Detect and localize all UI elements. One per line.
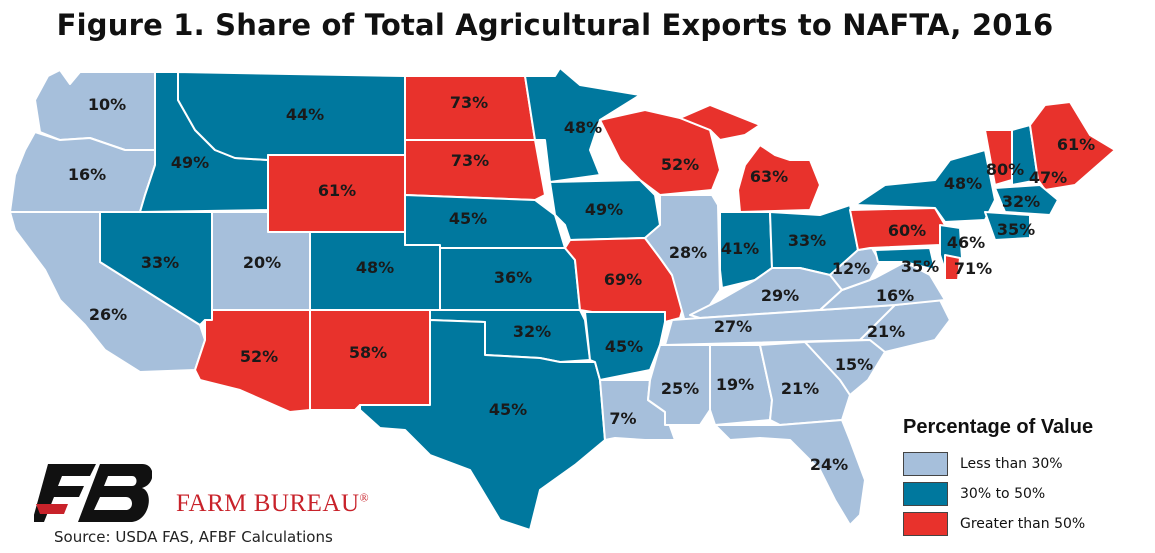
state-value-al: 19% [716,375,754,394]
state-value-ar: 45% [605,337,643,356]
legend-swatch-high [903,512,948,536]
state-value-il: 28% [669,243,707,262]
state-value-nd: 73% [450,93,488,112]
state-michigan-upper[interactable] [679,104,761,141]
state-value-wi: 52% [661,155,699,174]
state-value-nv: 33% [141,253,179,272]
state-value-de: 71% [954,259,992,278]
brand-text: FARM BUREAU [176,490,360,517]
state-value-ia: 49% [585,200,623,219]
state-value-ks: 36% [494,268,532,287]
state-wisconsin[interactable] [599,109,721,196]
legend-label-mid: 30% to 50% [960,486,1046,502]
legend-item-high: Greater than 50% [903,509,1143,539]
legend-item-mid: 30% to 50% [903,479,1143,509]
state-value-sc: 15% [835,355,873,374]
state-value-mn: 48% [564,118,602,137]
brand-name: FARM BUREAU® [176,490,369,518]
state-value-co: 48% [356,258,394,277]
state-value-ca: 26% [89,305,127,324]
state-value-nh: 47% [1029,168,1067,187]
legend-swatch-low [903,452,948,476]
state-south-dakota[interactable] [404,139,546,201]
legend-swatch-mid [903,482,948,506]
legend-label-high: Greater than 50% [960,516,1086,532]
state-value-mi: 63% [750,167,788,186]
state-maryland[interactable] [874,247,936,271]
state-massachusetts[interactable] [994,184,1059,216]
state-value-pa: 60% [888,221,926,240]
state-florida[interactable] [714,419,866,526]
state-value-wv: 12% [832,259,870,278]
state-connecticut[interactable] [984,211,1031,241]
legend-title: Percentage of Value [903,416,1094,438]
state-value-nm: 58% [349,343,387,362]
state-value-wa: 10% [88,95,126,114]
state-value-va: 16% [876,286,914,305]
state-maine[interactable] [1029,101,1116,191]
legend-item-low: Less than 30% [903,449,1143,479]
state-delaware[interactable] [944,254,961,281]
state-value-ok: 32% [513,322,551,341]
state-value-fl: 24% [810,455,848,474]
state-value-wy: 61% [318,181,356,200]
state-value-me: 61% [1057,135,1095,154]
state-value-ky: 29% [761,286,799,305]
legend-label-low: Less than 30% [960,456,1063,472]
state-value-in: 41% [721,239,759,258]
state-value-az: 52% [240,347,278,366]
state-value-mt: 44% [286,105,324,124]
state-value-ne: 45% [449,209,487,228]
source-note: Source: USDA FAS, AFBF Calculations [54,528,333,546]
state-value-ut: 20% [243,253,281,272]
state-value-la: 7% [609,409,636,428]
state-value-ma: 32% [1002,192,1040,211]
farm-bureau-logo [34,464,152,522]
state-minnesota[interactable] [524,67,641,183]
state-texas[interactable] [359,319,606,531]
state-value-oh: 33% [788,231,826,250]
registered-mark: ® [359,490,370,505]
state-value-id: 49% [171,153,209,172]
state-value-vt: 80% [986,160,1024,179]
state-value-ny: 48% [944,174,982,193]
state-value-ga: 21% [781,379,819,398]
state-michigan[interactable] [737,144,821,213]
legend: Percentage of Value Less than 30% 30% to… [903,416,1143,539]
state-value-tn: 27% [714,317,752,336]
state-value-ms: 25% [661,379,699,398]
state-value-ct: 35% [997,220,1035,239]
state-arkansas[interactable] [584,311,666,381]
state-value-or: 16% [68,165,106,184]
state-value-nj: 46% [947,233,985,252]
state-value-sd: 73% [451,151,489,170]
state-value-tx: 45% [489,400,527,419]
state-value-nc: 21% [867,322,905,341]
state-value-md: 35% [901,257,939,276]
state-new-york[interactable] [854,149,996,223]
map-title: Figure 1. Share of Total Agricultural Ex… [56,8,1054,42]
state-value-mo: 69% [604,270,642,289]
